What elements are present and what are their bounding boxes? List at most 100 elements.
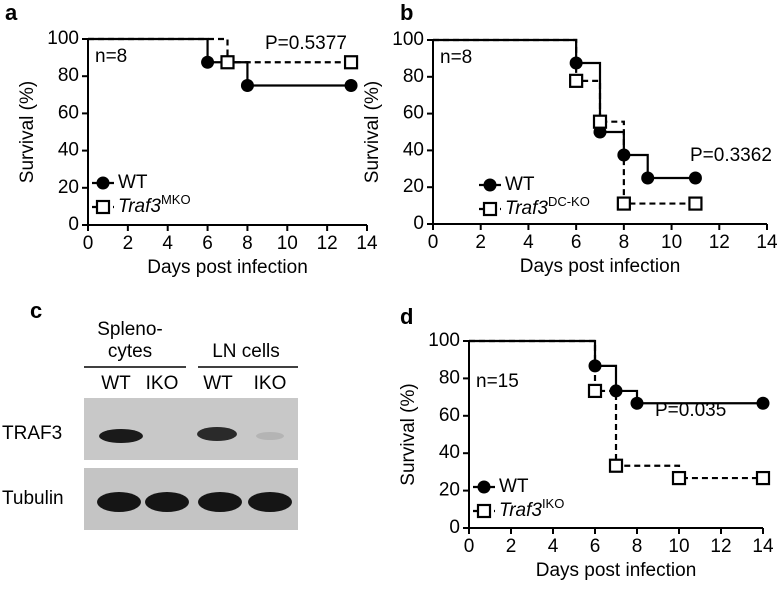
lane-label: IKO [146,373,179,394]
y-tick-label: 100 [392,29,424,50]
marker [220,55,235,70]
x-tick-label: 12 [317,233,338,254]
marker [688,196,703,211]
legend-superscript: IKO [542,496,564,511]
annotation: n=8 [440,47,472,68]
marker [569,56,583,70]
marker [641,171,655,185]
marker [96,176,110,190]
marker [477,480,491,494]
x-axis-title: Days post infection [536,560,697,581]
x-tick-label: 0 [83,233,94,254]
x-tick-label: 0 [428,232,439,253]
annotation: P=0.5377 [265,33,347,54]
legend-name: WT [118,172,148,193]
x-tick-label: 6 [590,536,601,557]
band [97,492,141,512]
survival-line [433,38,696,180]
band [256,432,284,440]
marker [569,73,584,88]
marker [756,396,770,410]
legend-superscript: DC-KO [548,194,590,209]
marker [688,171,702,185]
marker [482,201,498,217]
x-tick-label: 14 [356,233,378,254]
y-tick-label: 40 [439,442,460,463]
panel-letter: c [30,298,42,323]
survival-line [88,37,352,64]
row-label: Tubulin [2,488,64,509]
row-label: TRAF3 [2,423,62,444]
group-label: Spleno- [97,319,163,340]
legend-name: Traf3 [118,196,161,217]
legend-label: Traf3DC-KO [505,194,590,219]
y-tick-label: 80 [403,66,424,87]
chart-panel: b 0 20 40 60 80 100 0 2 4 6 8 10 12 14 Days post infect… [362,0,778,277]
lane-label: WT [101,373,131,394]
x-tick-label: 10 [277,233,298,254]
y-tick-label: 0 [68,214,79,235]
marker [755,470,771,486]
x-tick-label: 0 [464,536,475,557]
marker [344,79,358,92]
group-label: cytes [108,341,152,362]
y-tick-label: 0 [413,213,424,234]
legend-label: Traf3MKO [118,192,191,217]
lane-label: IKO [254,373,287,394]
annotation: n=8 [95,46,127,67]
legend-label: WT [505,174,535,195]
y-tick-label: 80 [439,367,460,388]
marker [201,55,215,69]
legend-name: WT [505,174,535,195]
x-tick-label: 8 [242,233,253,254]
marker [476,503,492,519]
x-tick-label: 8 [619,232,630,253]
x-tick-label: 14 [756,232,778,253]
legend-label: WT [118,172,148,193]
panel-letter: b [400,0,413,25]
panel-letter: d [400,304,413,329]
y-tick-label: 80 [58,65,79,86]
marker [95,199,111,215]
x-tick-label: 10 [661,232,682,253]
marker [616,196,631,211]
blot-strip [84,398,298,460]
legend-label: WT [499,476,529,497]
legend-label: Traf3IKO [499,496,564,521]
lane-label: WT [203,373,233,394]
panel-letter: a [5,0,18,25]
annotation: P=0.3362 [690,145,772,166]
y-tick-label: 40 [403,139,424,160]
marker [483,178,497,192]
y-tick-label: 60 [439,405,460,426]
x-tick-label: 8 [632,536,643,557]
x-tick-label: 2 [475,232,486,253]
y-tick-label: 100 [47,28,79,49]
band [197,427,237,441]
y-axis-title: Survival (%) [362,81,383,183]
blot-panel: c Spleno- cytes LN cells WT IKO WT IKO T… [2,298,298,530]
marker [609,384,623,398]
legend-name: Traf3 [505,198,548,219]
legend-name: Traf3 [499,500,542,521]
chart-panel: a 0 20 40 60 80 100 0 2 4 6 8 10 12 14 Days post infect… [5,0,378,278]
marker [630,396,644,410]
marker [587,383,603,399]
y-tick-label: 20 [403,176,424,197]
x-tick-label: 2 [123,233,134,254]
x-tick-label: 10 [668,536,689,557]
x-tick-label: 6 [202,233,213,254]
marker [592,114,608,129]
y-tick-label: 40 [58,140,79,161]
y-tick-label: 20 [439,480,460,501]
legend-superscript: MKO [161,192,191,207]
annotation: P=0.035 [655,400,726,421]
x-tick-label: 12 [710,536,731,557]
x-tick-label: 14 [752,536,774,557]
x-tick-label: 4 [162,233,173,254]
x-tick-label: 2 [506,536,517,557]
y-axis-title: Survival (%) [17,81,38,183]
marker [671,470,687,486]
x-tick-label: 6 [571,232,582,253]
